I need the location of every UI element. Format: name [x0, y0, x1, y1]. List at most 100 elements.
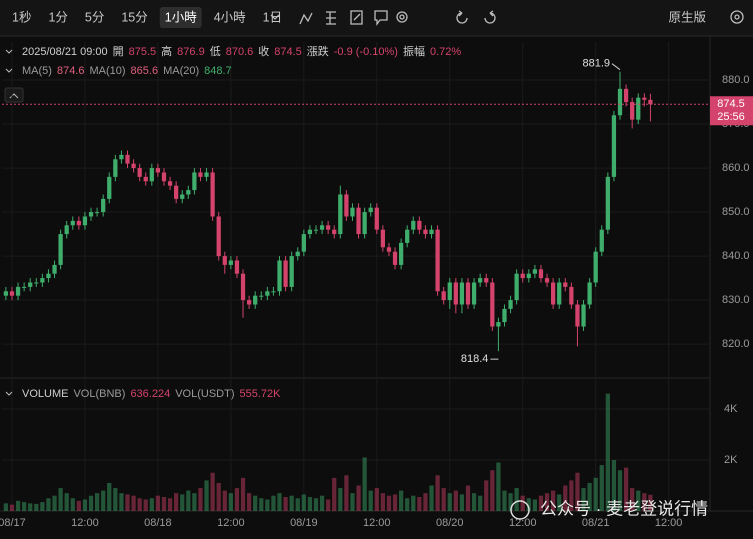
- x-tick-label: 12:00: [509, 517, 537, 529]
- volume-bar: [642, 493, 647, 511]
- toolbar-icons[interactable]: [270, 10, 744, 26]
- volume-bar: [447, 493, 452, 511]
- volume-bar: [386, 495, 392, 511]
- volume-bar: [94, 493, 100, 511]
- volume-bar: [192, 493, 197, 511]
- volume-bar: [538, 495, 544, 511]
- candle-body: [174, 185, 179, 199]
- candle-body: [587, 282, 592, 305]
- x-tick-label: 12:00: [217, 517, 245, 529]
- x-tick-label: 08/21: [582, 517, 610, 529]
- volume-bar: [441, 488, 446, 511]
- candle-body: [344, 194, 349, 217]
- volume-bar: [478, 495, 483, 511]
- volume-bar: [557, 494, 562, 511]
- candle-body: [630, 102, 635, 120]
- candle-body: [161, 172, 167, 182]
- candle-body: [526, 273, 531, 279]
- candle-body: [617, 88, 623, 116]
- interval-button[interactable]: 5分: [85, 10, 104, 24]
- volume-bar: [508, 493, 513, 511]
- candle-body: [502, 308, 507, 323]
- candle-body: [447, 282, 452, 301]
- legend-time: 2025/08/21 09:00: [22, 46, 108, 58]
- candle-body: [58, 234, 63, 265]
- volume-bar: [532, 499, 538, 511]
- volume-bar: [429, 485, 434, 511]
- candle-body: [508, 300, 513, 309]
- watermark-icon: [510, 500, 530, 520]
- candle-body: [3, 291, 9, 296]
- volume-label: VOL(USDT): [175, 388, 234, 400]
- volume-bar: [52, 495, 57, 511]
- interval-button[interactable]: 4小時: [214, 10, 246, 24]
- volume-bar: [246, 493, 252, 511]
- candle-body: [107, 176, 112, 199]
- volume-bar: [405, 498, 410, 511]
- candle-body: [563, 282, 568, 287]
- candle-body: [623, 88, 629, 103]
- volume-bar: [575, 472, 580, 511]
- volume-bar: [119, 493, 124, 511]
- volume-bar: [131, 495, 136, 511]
- interval-button[interactable]: 1小時: [165, 10, 197, 24]
- y-tick-label: 4K: [724, 403, 738, 415]
- candle-body: [15, 286, 21, 296]
- candle-body: [374, 207, 379, 230]
- volume-bar: [234, 488, 240, 511]
- volume-title: VOLUME: [22, 388, 68, 400]
- candle-body: [131, 163, 136, 169]
- volume-bar: [15, 500, 21, 511]
- volume-bar: [593, 477, 598, 511]
- volume-bar: [167, 498, 173, 511]
- interval-button[interactable]: 1秒: [12, 10, 31, 24]
- volume-bar: [240, 477, 246, 511]
- volume-bar: [143, 499, 148, 511]
- collapse-button[interactable]: [4, 87, 24, 103]
- candle-body: [636, 97, 641, 120]
- legend-label: 漲跌: [307, 44, 329, 58]
- candle-body: [28, 282, 33, 287]
- volume-bar: [356, 485, 361, 511]
- collapse-icon: [9, 93, 19, 99]
- candle-body: [137, 168, 142, 177]
- candle-body: [611, 115, 617, 177]
- volume-bar: [271, 495, 276, 511]
- candle-body: [253, 295, 258, 305]
- candle-body: [471, 282, 477, 305]
- volume-bar: [307, 496, 313, 511]
- x-tick-label: 12:00: [71, 517, 99, 529]
- candle-body: [240, 273, 246, 301]
- volume-bar: [265, 499, 270, 511]
- annotation-leader: [611, 63, 621, 71]
- volume-bar: [471, 493, 477, 511]
- x-tick-label: 08/20: [436, 517, 464, 529]
- y-tick-label: 820.0: [722, 338, 750, 350]
- volume-bar: [137, 498, 142, 511]
- volume-bar: [398, 490, 404, 511]
- volume-bar: [514, 488, 519, 511]
- version-label[interactable]: 原生版: [668, 10, 706, 24]
- candle-body: [64, 225, 69, 235]
- interval-button[interactable]: 1日: [263, 10, 282, 24]
- candle-body: [283, 260, 288, 287]
- toolbar-bg: [0, 0, 753, 36]
- legend-label: 高: [161, 44, 172, 58]
- interval-button[interactable]: 1分: [48, 10, 67, 24]
- candle-body: [259, 295, 264, 297]
- volume-bar: [113, 488, 118, 511]
- volume-bar: [180, 494, 185, 511]
- candle-body: [599, 229, 604, 252]
- candle-body: [557, 282, 562, 305]
- candle-body: [319, 225, 325, 230]
- candle-body: [368, 207, 373, 213]
- volume-bar: [313, 498, 319, 511]
- candle-body: [435, 229, 440, 292]
- volume-bar: [64, 493, 69, 511]
- volume-bar: [174, 493, 179, 511]
- ma-value: 865.6: [131, 65, 159, 77]
- x-tick-label: 08/18: [144, 517, 172, 529]
- volume-label: VOL(BNB): [73, 388, 125, 400]
- volume-bar: [520, 495, 525, 511]
- interval-button[interactable]: 15分: [121, 10, 147, 24]
